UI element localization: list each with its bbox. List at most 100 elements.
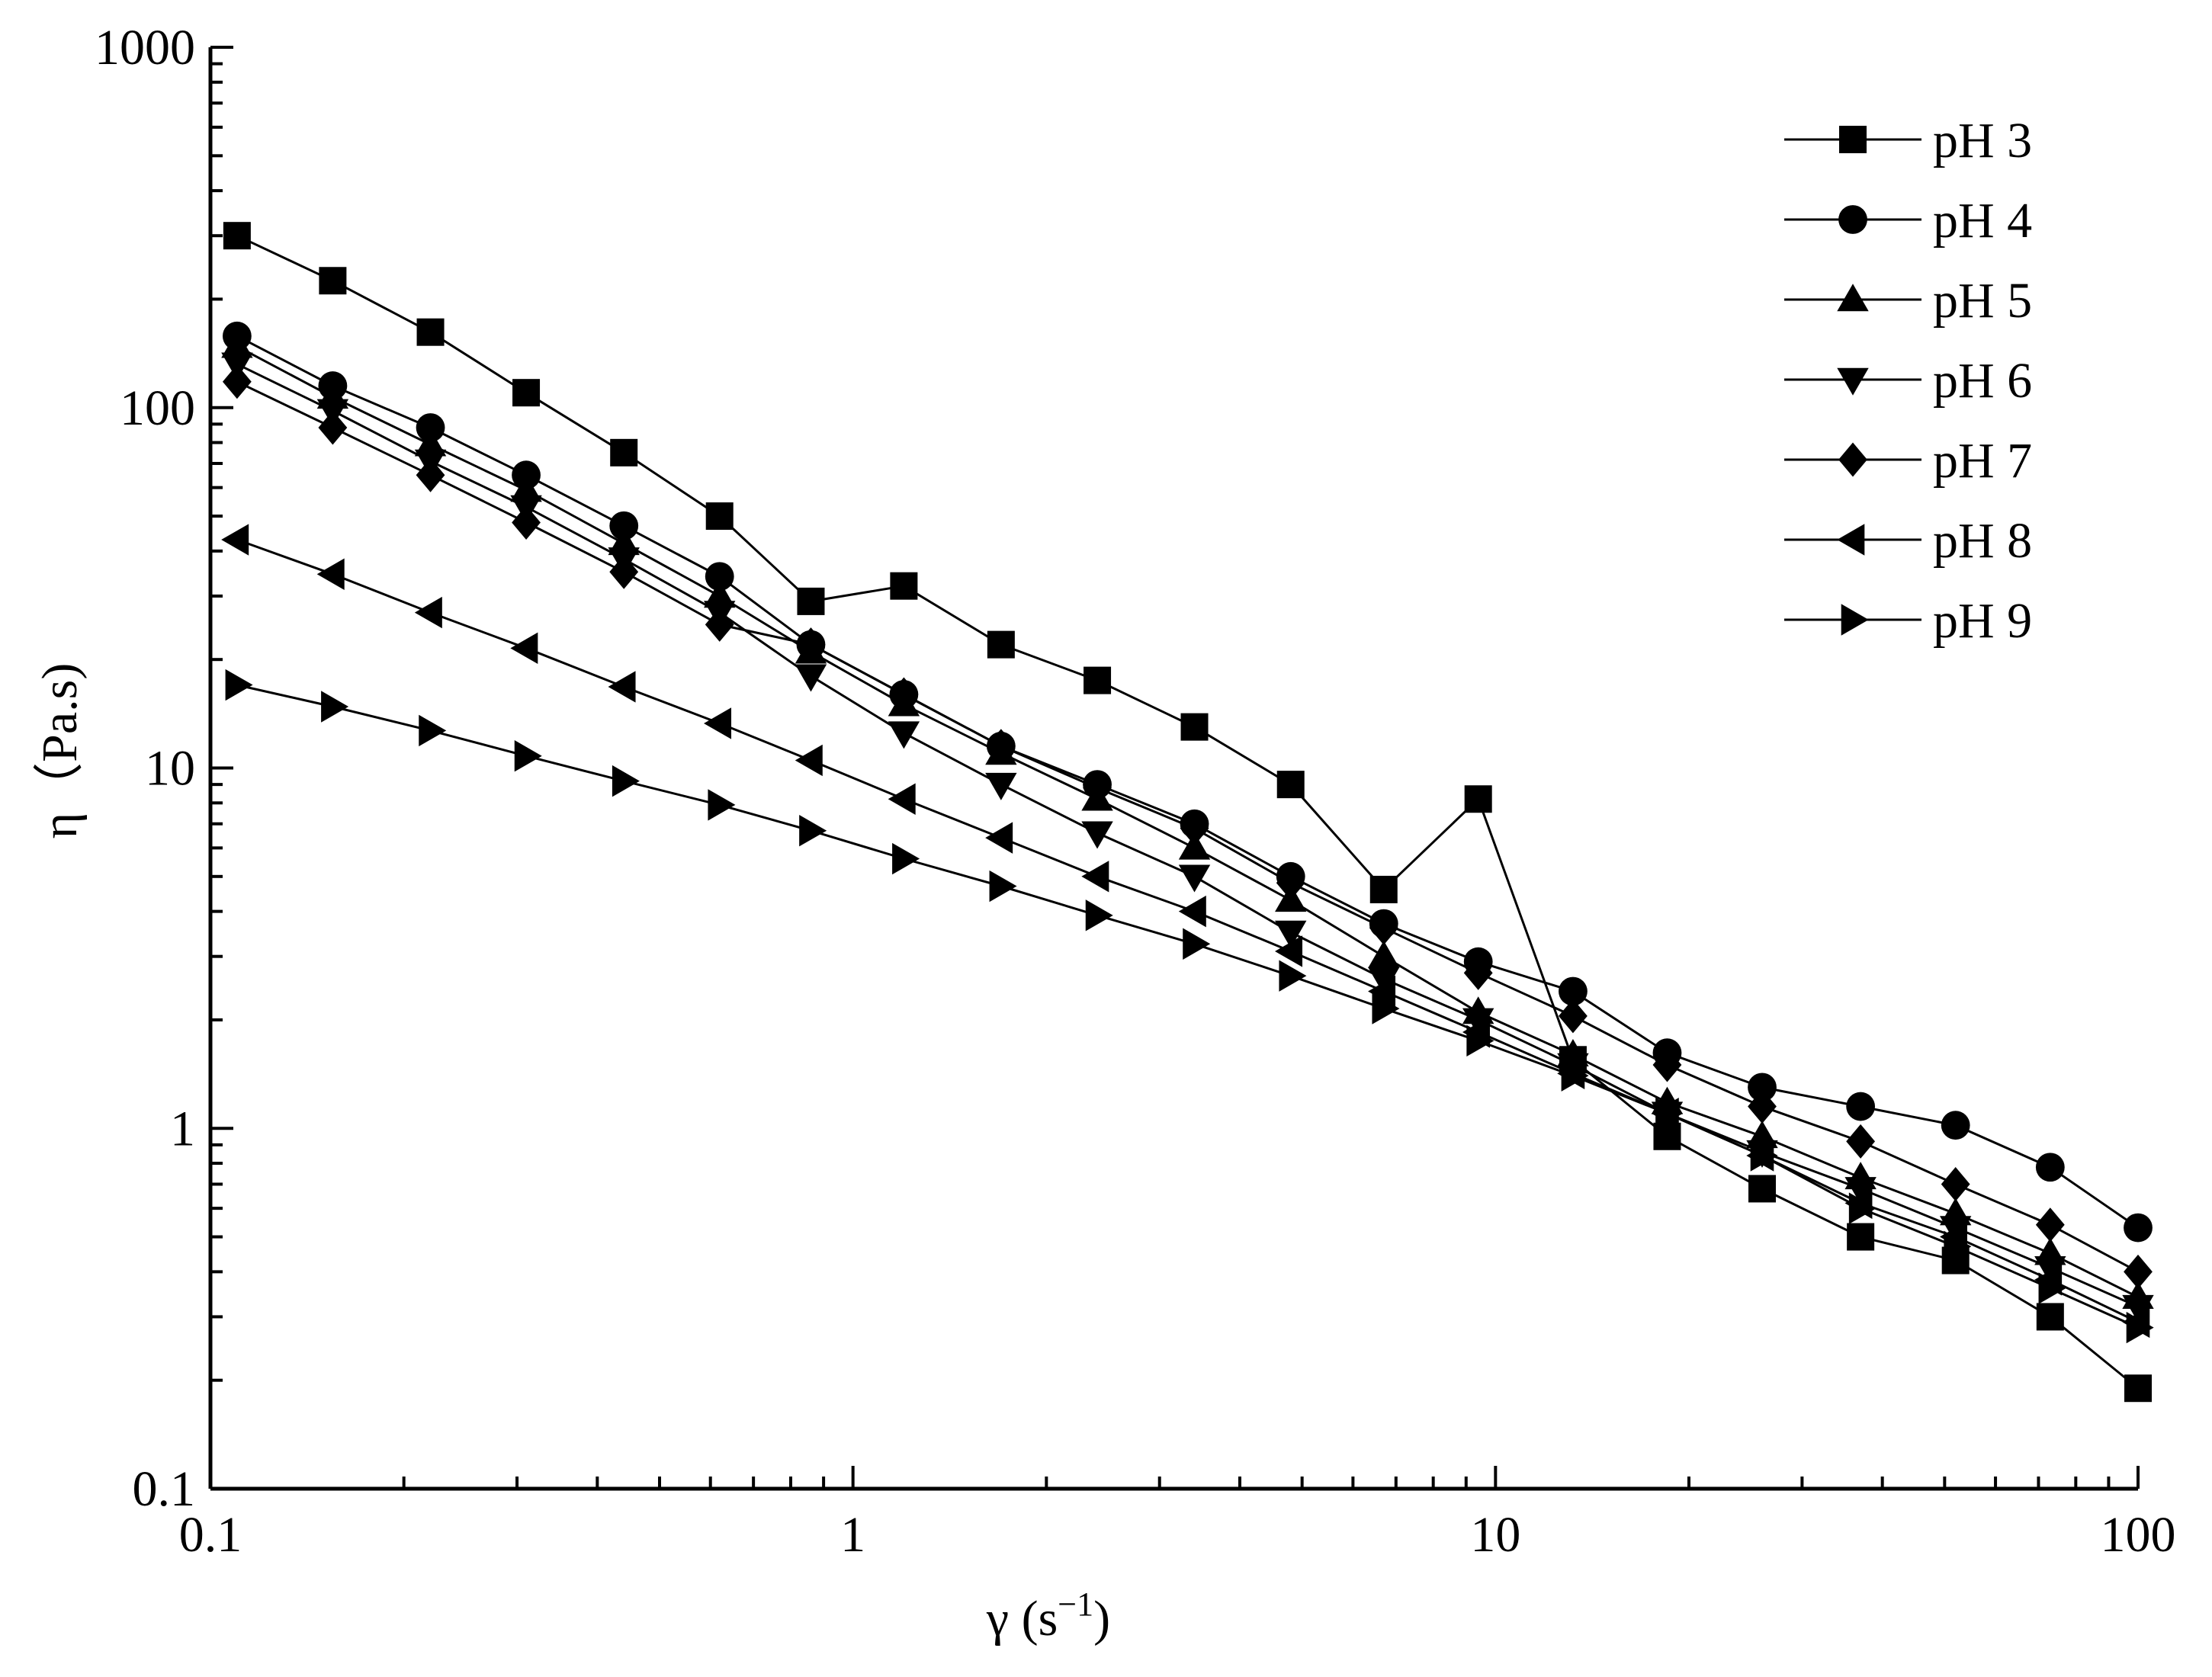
data-point (1837, 367, 1869, 396)
data-point (321, 691, 349, 723)
plot-axes: 0.1 1 10 100 0.1 1 10 100 1000 (95, 20, 2176, 1563)
data-point (987, 630, 1015, 659)
data-point (1941, 1166, 1970, 1201)
data-point (1279, 960, 1307, 992)
data-point (1463, 955, 1493, 990)
data-point (708, 789, 736, 821)
legend-label: pH 5 (1933, 273, 2032, 329)
data-point (2036, 1303, 2064, 1331)
data-point (1466, 1024, 1494, 1057)
data-point (1847, 1223, 1875, 1251)
data-point (989, 870, 1017, 903)
data-point (1178, 832, 1211, 860)
data-point (1180, 811, 1209, 846)
legend-label: pH 7 (1933, 433, 2032, 489)
data-point (704, 707, 732, 739)
legend-item: pH 6 (1784, 353, 2032, 409)
data-point (609, 554, 639, 589)
y-tick-label: 10 (145, 741, 195, 797)
legend-item: pH 4 (1784, 193, 2032, 249)
data-point (705, 607, 734, 642)
data-point (1081, 821, 1113, 849)
data-point (609, 511, 639, 540)
data-point (223, 222, 251, 250)
data-point (1368, 975, 1396, 1008)
data-point (1559, 999, 1588, 1034)
data-point (1275, 935, 1303, 967)
data-point (1369, 875, 1398, 903)
data-point (414, 596, 442, 629)
data-point (1180, 713, 1209, 741)
data-point (1083, 771, 1112, 806)
data-point (612, 765, 640, 797)
x-tick-label: 100 (2101, 1507, 2176, 1563)
data-point (1655, 1097, 1684, 1130)
data-point (799, 815, 827, 847)
y-tick-label: 100 (120, 380, 195, 436)
data-point (2124, 1254, 2153, 1289)
data-point (2035, 1207, 2065, 1243)
data-point (1276, 771, 1305, 799)
data-point (1081, 861, 1109, 893)
data-point (797, 587, 825, 615)
y-tick-label: 1000 (95, 20, 195, 75)
data-point (510, 474, 542, 502)
legend-label: pH 8 (1933, 513, 2032, 569)
data-point (2124, 1213, 2153, 1243)
data-point (1841, 604, 1869, 636)
data-point (705, 502, 734, 531)
data-point (510, 632, 538, 665)
data-point (416, 318, 445, 346)
legend-label: pH 9 (1933, 593, 2032, 649)
data-point (1275, 920, 1307, 948)
y-tick-label: 0.1 (133, 1461, 196, 1517)
data-point (1944, 1230, 1972, 1262)
series-ph-7 (222, 364, 2153, 1289)
data-point (416, 413, 445, 442)
data-point (1838, 442, 1867, 477)
data-point (1839, 126, 1867, 153)
data-point (419, 714, 447, 747)
legend: pH 3 pH 4 pH 5 pH 6 pH 7 pH 8 pH 9 (1784, 113, 2032, 649)
plot-area (221, 222, 2154, 1403)
data-point (416, 457, 445, 492)
data-point (1084, 666, 1112, 694)
data-point (1846, 1092, 1876, 1121)
data-point (512, 505, 541, 540)
data-point (1838, 205, 1867, 234)
data-point (2038, 1272, 2066, 1304)
data-point (222, 364, 252, 399)
legend-item: pH 3 (1784, 113, 2032, 168)
data-point (889, 677, 919, 712)
data-point (2122, 1294, 2154, 1323)
data-point (414, 428, 447, 457)
data-point (316, 558, 345, 590)
data-point (1559, 976, 1588, 1006)
data-point (1276, 865, 1305, 900)
data-point (985, 822, 1013, 854)
data-point (890, 572, 918, 600)
data-point (1183, 928, 1211, 960)
data-point (704, 580, 736, 608)
data-point (1464, 785, 1492, 813)
x-tick-label: 0.1 (179, 1507, 242, 1563)
data-point (985, 772, 1017, 800)
data-point (1372, 992, 1400, 1024)
data-point (2126, 1311, 2154, 1344)
data-point (1462, 1008, 1494, 1036)
data-point (1837, 284, 1869, 312)
data-point (608, 671, 636, 703)
legend-item: pH 8 (1784, 513, 2032, 569)
data-point (318, 410, 348, 445)
legend-label: pH 4 (1933, 193, 2032, 249)
x-tick-label: 1 (840, 1507, 865, 1563)
data-point (514, 739, 542, 772)
data-point (2035, 1153, 2065, 1182)
data-point (1561, 1060, 1589, 1092)
data-point (1178, 895, 1206, 928)
data-point (1844, 1177, 1877, 1205)
data-point (1369, 910, 1398, 945)
data-point (221, 524, 249, 556)
data-point (1750, 1140, 1778, 1172)
data-point (1941, 1111, 1970, 1140)
